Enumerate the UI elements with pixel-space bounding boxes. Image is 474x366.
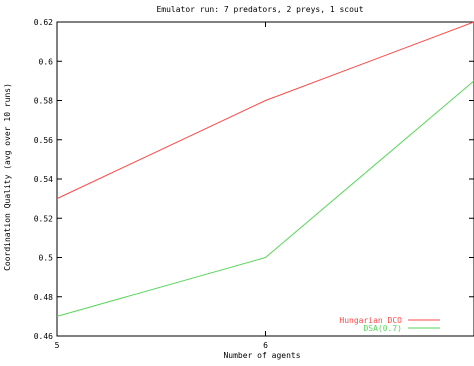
- legend-label-1: DSA(0.7): [363, 324, 402, 333]
- plot-frame: [56, 21, 474, 337]
- y-tick-label: 0.58: [34, 97, 53, 106]
- y-tick-label: 0.46: [34, 332, 53, 341]
- x-tick-label: 6: [263, 341, 268, 350]
- y-axis-label: Coordination Quality (avg over 10 runs): [3, 83, 12, 271]
- y-tick-label: 0.54: [34, 175, 53, 184]
- plot-area: 0.46 0.48 0.5 0.52 0.54 0.56 0.58 0.6 0.62 5 6: [34, 18, 474, 350]
- series-line-0: [56, 21, 474, 200]
- y-tick-label: 0.52: [34, 214, 53, 223]
- y-tick-label: 0.6: [39, 57, 54, 66]
- y-tick-label: 0.56: [34, 136, 53, 145]
- legend-label-0: Hungarian DCO: [339, 316, 402, 325]
- y-tick-label: 0.48: [34, 293, 53, 302]
- y-tick-label: 0.62: [34, 18, 53, 27]
- x-tick-label: 5: [55, 341, 60, 350]
- series-line-1: [56, 80, 474, 317]
- x-axis-label: Number of agents: [223, 351, 300, 360]
- y-tick-label: 0.5: [39, 254, 54, 263]
- chart-title: Emulator run: 7 predators, 2 preys, 1 sc…: [156, 5, 363, 14]
